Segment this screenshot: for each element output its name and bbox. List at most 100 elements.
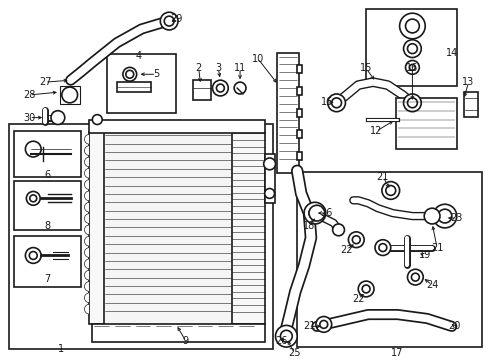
Circle shape (308, 205, 324, 221)
Text: 3: 3 (215, 63, 221, 73)
Wedge shape (84, 213, 89, 224)
Circle shape (378, 244, 386, 252)
Wedge shape (84, 282, 89, 291)
Text: 12: 12 (369, 126, 382, 136)
Text: 18: 18 (302, 221, 314, 231)
Text: 16: 16 (320, 97, 332, 107)
Circle shape (385, 185, 395, 195)
Text: 21: 21 (430, 243, 442, 253)
Circle shape (25, 141, 41, 157)
Text: 23: 23 (449, 213, 462, 223)
Bar (366, 9, 456, 86)
Text: 7: 7 (44, 274, 50, 284)
Wedge shape (84, 293, 89, 303)
Bar (107, 54, 176, 113)
Circle shape (432, 204, 456, 228)
Circle shape (407, 269, 423, 285)
Text: 21: 21 (376, 172, 388, 182)
Wedge shape (84, 236, 89, 246)
Circle shape (332, 224, 344, 236)
Bar (14, 181, 81, 230)
Text: 9: 9 (183, 336, 188, 346)
Text: 21: 21 (302, 321, 315, 331)
Text: 11: 11 (233, 63, 245, 73)
Circle shape (92, 114, 102, 125)
Bar (92, 324, 264, 342)
Wedge shape (84, 168, 89, 178)
Wedge shape (84, 191, 89, 201)
Circle shape (424, 208, 439, 224)
Circle shape (25, 248, 41, 264)
Bar (117, 82, 151, 92)
Circle shape (29, 252, 37, 260)
Text: 14: 14 (445, 48, 457, 58)
Bar (9, 125, 272, 349)
Text: 10: 10 (251, 54, 264, 63)
Bar (14, 131, 81, 177)
Circle shape (263, 158, 275, 170)
Wedge shape (84, 157, 89, 167)
Text: 26: 26 (320, 208, 332, 218)
Circle shape (327, 94, 345, 112)
Text: 29: 29 (169, 14, 182, 24)
Bar (297, 172, 481, 347)
Text: 6: 6 (44, 170, 50, 180)
Wedge shape (84, 270, 89, 280)
Bar (297, 87, 302, 95)
Text: 15: 15 (359, 63, 371, 73)
Bar (297, 152, 302, 160)
Circle shape (410, 273, 418, 281)
Bar (264, 154, 274, 203)
Circle shape (164, 16, 174, 26)
Text: 20: 20 (447, 321, 460, 331)
Bar (89, 132, 104, 324)
Bar (297, 130, 302, 138)
Circle shape (319, 320, 327, 328)
Text: 26: 26 (275, 336, 287, 346)
Circle shape (399, 13, 425, 39)
Text: 5: 5 (153, 69, 159, 79)
Wedge shape (84, 146, 89, 156)
Circle shape (437, 209, 451, 223)
Circle shape (234, 82, 245, 94)
Circle shape (374, 240, 390, 256)
Circle shape (408, 64, 414, 70)
Text: 13: 13 (462, 77, 474, 87)
Circle shape (407, 44, 416, 54)
Circle shape (212, 80, 228, 96)
Circle shape (331, 98, 341, 108)
Text: 25: 25 (287, 348, 300, 358)
Circle shape (315, 316, 331, 332)
Bar (395, 98, 456, 149)
Wedge shape (84, 202, 89, 212)
Wedge shape (84, 134, 89, 144)
Bar (463, 92, 477, 117)
Bar (104, 132, 232, 324)
Text: 24: 24 (425, 280, 437, 290)
Circle shape (381, 181, 399, 199)
Circle shape (405, 19, 418, 33)
Wedge shape (84, 248, 89, 257)
Wedge shape (84, 180, 89, 189)
Wedge shape (84, 304, 89, 314)
Text: 30: 30 (23, 113, 35, 123)
Circle shape (160, 12, 178, 30)
Circle shape (352, 236, 360, 244)
Bar (232, 132, 264, 324)
Bar (60, 86, 80, 104)
Circle shape (61, 87, 78, 103)
Circle shape (362, 285, 369, 293)
Circle shape (122, 67, 136, 81)
Bar (297, 66, 302, 73)
Text: 8: 8 (44, 221, 50, 231)
Circle shape (26, 192, 40, 205)
Circle shape (403, 40, 421, 58)
Text: 19: 19 (418, 251, 430, 261)
Text: 28: 28 (23, 90, 36, 100)
Circle shape (216, 84, 224, 92)
Text: 2: 2 (195, 63, 202, 73)
Circle shape (405, 60, 418, 74)
Text: 16: 16 (406, 63, 418, 73)
Bar (297, 109, 302, 117)
Circle shape (403, 94, 421, 112)
